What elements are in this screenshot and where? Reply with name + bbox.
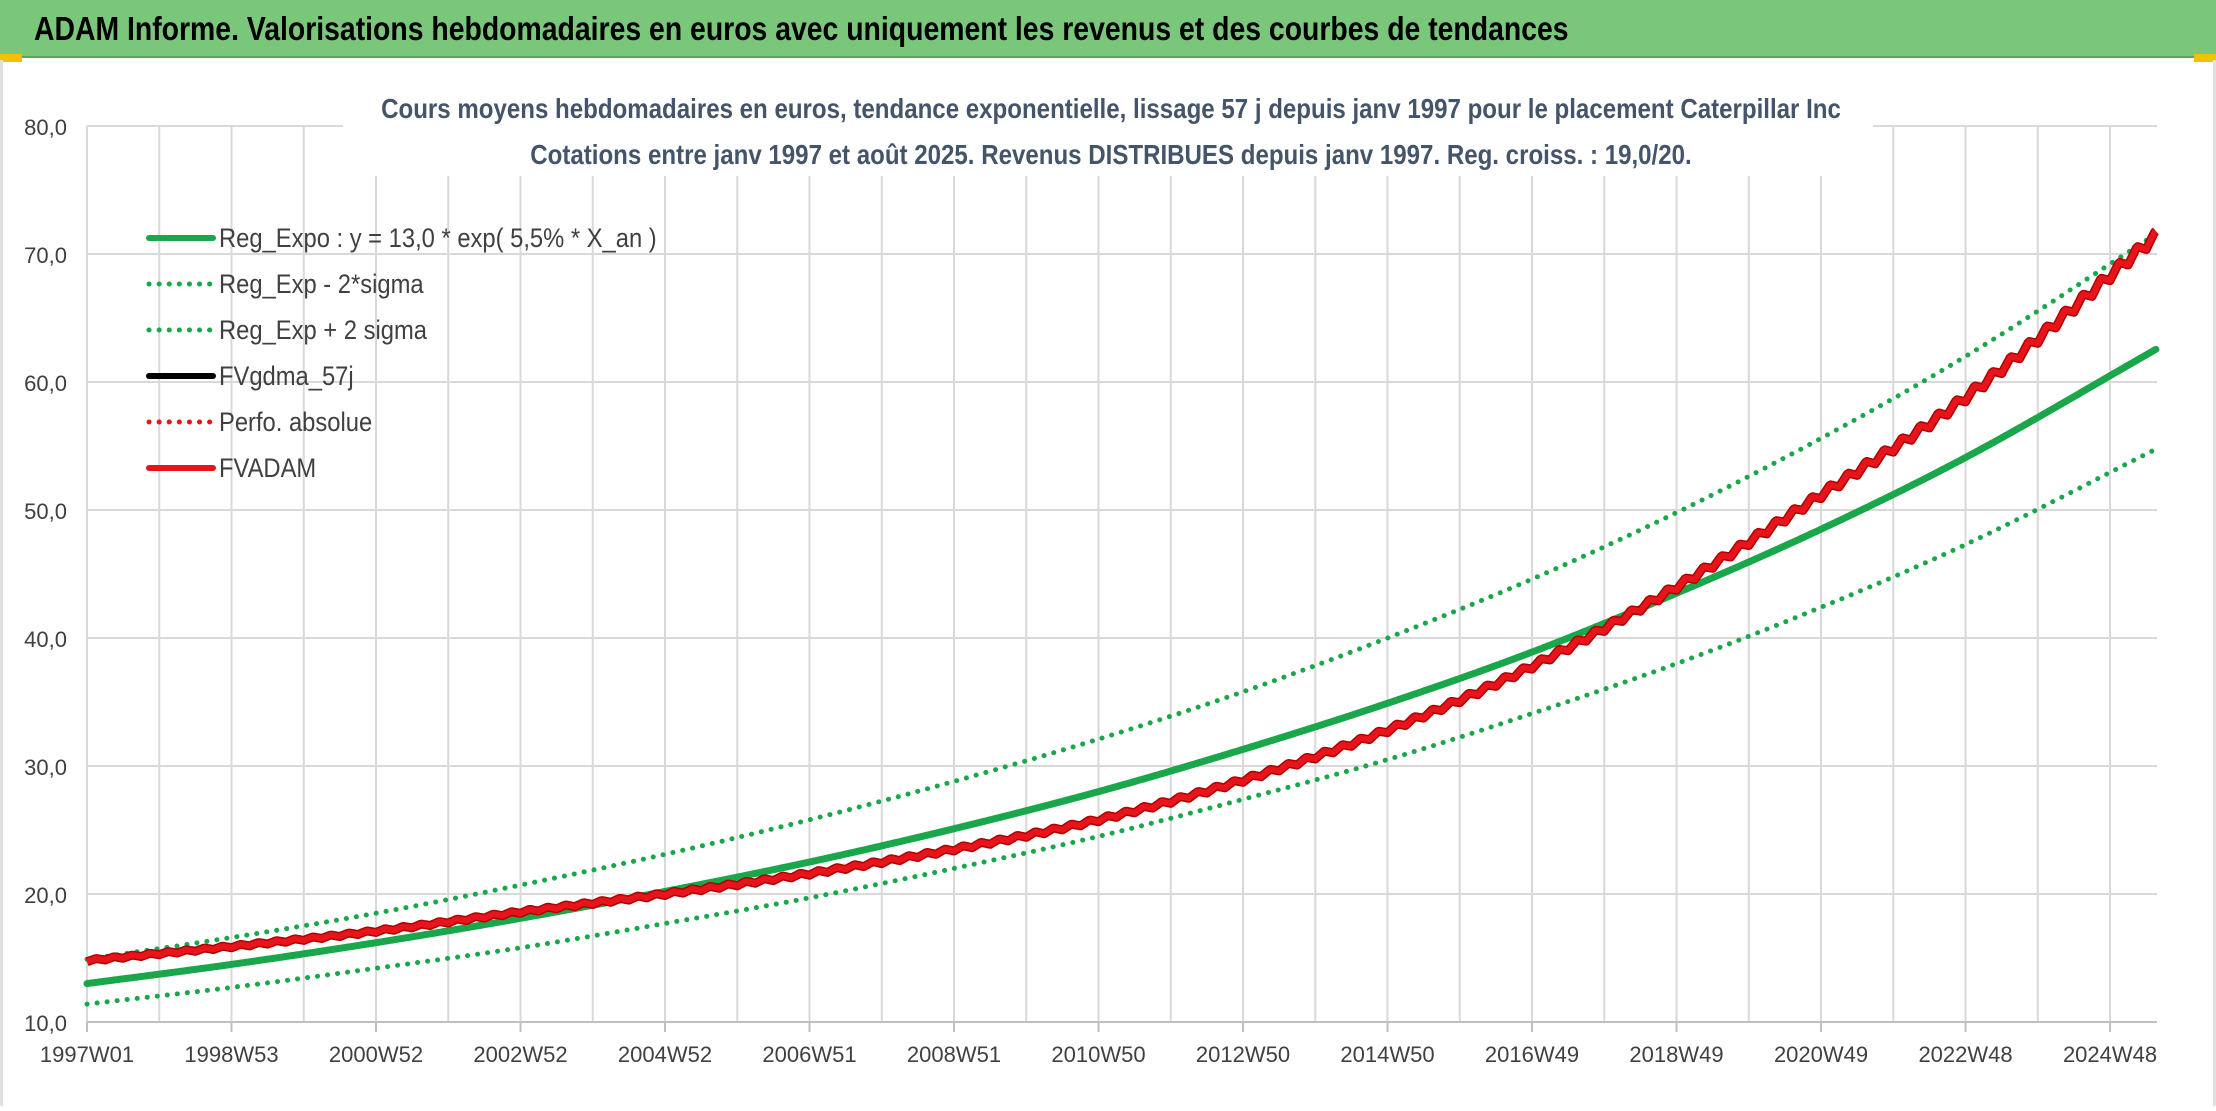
chart-title: Cours moyens hebdomadaires en euros, ten… [381,92,1841,124]
x-tick-label: 2018W49 [1629,1042,1723,1067]
chart-svg: 10,0 20,0 30,0 40,0 50,0 60,0 70,0 80,0 1997W01… [24,84,2160,1067]
legend-label: Reg_Expo : y = 13,0 * exp( 5,5% * X_an ) [219,224,657,254]
regression-line [83,345,2160,988]
legend-label: Reg_Exp + 2 sigma [219,316,428,346]
legend-label: Perfo. absolue [219,408,372,438]
x-tick-label: 2012W50 [1196,1042,1290,1067]
x-tick-label: 2014W50 [1340,1042,1434,1067]
report-title: ADAM Informe. Valorisations hebdomadaire… [34,10,1569,47]
chart-area: 10,0 20,0 30,0 40,0 50,0 60,0 70,0 80,0 1997W01… [0,60,2216,1106]
legend-label: FVADAM [219,454,316,484]
x-tick-label: 2008W51 [907,1042,1001,1067]
y-tick-label: 20,0 [24,883,67,908]
corner-mark-left [0,54,22,62]
y-tick-label: 80,0 [24,115,67,140]
y-tick-label: 40,0 [24,627,67,652]
chart-subtitle: Cotations entre janv 1997 et août 2025. … [530,138,1691,170]
fvadam-line [85,228,2158,965]
x-tick-label: 2006W51 [762,1042,856,1067]
series-lines [83,227,2160,1007]
report-header: ADAM Informe. Valorisations hebdomadaire… [0,0,2216,58]
chart-legend: Reg_Expo : y = 13,0 * exp( 5,5% * X_an )… [146,224,657,484]
x-tick-label: 2010W50 [1051,1042,1145,1067]
sigma-band-line [84,446,2159,1007]
y-tick-label: 30,0 [24,755,67,780]
corner-mark-right [2194,54,2216,62]
x-tick-label: 1998W53 [184,1042,278,1067]
y-tick-label: 60,0 [24,371,67,396]
x-axis-labels: 1997W01 1998W53 2000W52 2002W52 2004W52 2006W… [40,1042,2157,1067]
y-tick-label: 10,0 [24,1011,67,1036]
x-tick-label: 2002W52 [473,1042,567,1067]
legend-label: FVgdma_57j [219,362,354,392]
x-tick-label: 2024W48 [2063,1042,2157,1067]
x-tick-label: 2020W49 [1774,1042,1868,1067]
y-axis-labels: 10,0 20,0 30,0 40,0 50,0 60,0 70,0 80,0 [24,115,67,1036]
legend-label: Reg_Exp - 2*sigma [219,270,424,300]
x-tick-label: 2000W52 [329,1042,423,1067]
chart-title-background [343,84,1873,176]
x-tick-label: 2016W49 [1485,1042,1579,1067]
chart-titles: Cours moyens hebdomadaires en euros, ten… [343,84,1873,176]
sigma-band-line [84,231,2159,962]
y-tick-label: 70,0 [24,243,67,268]
grid [86,125,2157,1032]
y-tick-label: 50,0 [24,499,67,524]
x-tick-label: 1997W01 [40,1042,134,1067]
x-tick-label: 2022W48 [1918,1042,2012,1067]
x-tick-label: 2004W52 [618,1042,712,1067]
